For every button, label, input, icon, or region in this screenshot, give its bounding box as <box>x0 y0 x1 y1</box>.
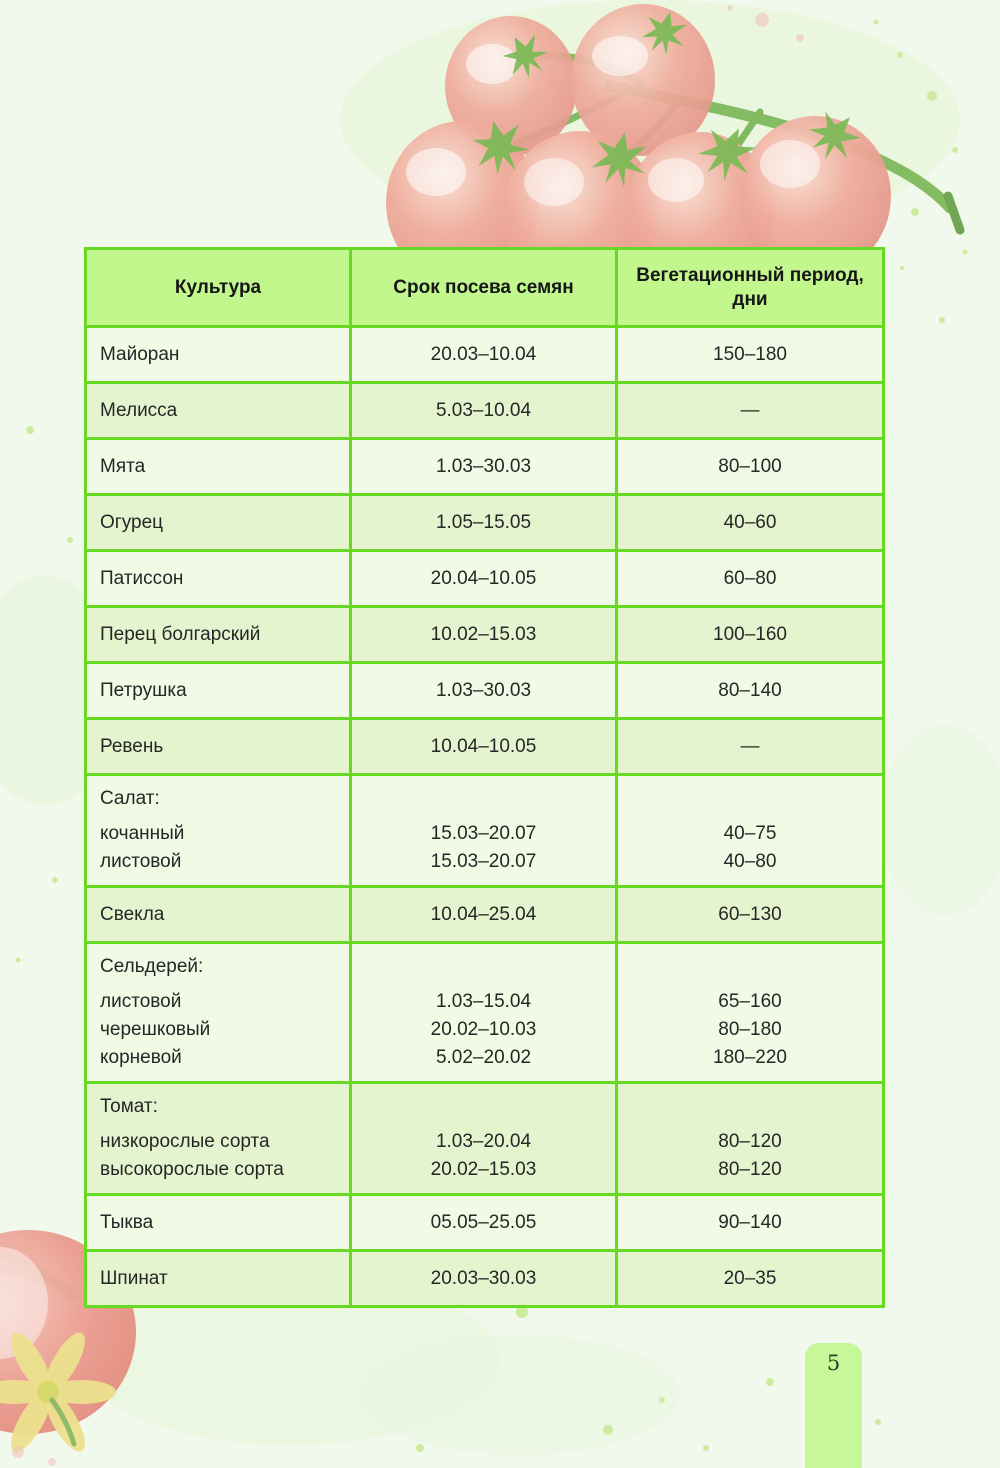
sowing-table: Культура Срок посева семян Вегетационный… <box>84 247 885 1308</box>
tomato-vine <box>494 52 965 235</box>
cell-period: 150–180 <box>615 328 882 381</box>
cell-sowing: 10.02–15.03 <box>349 608 615 661</box>
table-row: Ревень 10.04–10.05 — <box>87 720 882 776</box>
cell-sowing: 1.03–20.04 20.02–15.03 <box>349 1084 615 1193</box>
cell-sowing: 10.04–25.04 <box>349 888 615 941</box>
table-row: Петрушка 1.03–30.03 80–140 <box>87 664 882 720</box>
cell-culture: Свекла <box>100 903 165 925</box>
cell-culture: Майоран <box>100 343 180 365</box>
cell-period: 80–100 <box>615 440 882 493</box>
cell-culture: Тыква <box>100 1211 154 1233</box>
cell-culture: Мелисса <box>100 399 178 421</box>
cell-sowing: 5.03–10.04 <box>349 384 615 437</box>
cell-culture: Томат: низкорослые сорта высокорослые со… <box>100 1096 284 1180</box>
cell-period: — <box>615 384 882 437</box>
table-row: Свекла 10.04–25.04 60–130 <box>87 888 882 944</box>
cell-culture: Ревень <box>100 735 164 757</box>
cell-period: 80–140 <box>615 664 882 717</box>
cell-period: 100–160 <box>615 608 882 661</box>
cell-culture: Перец болгарский <box>100 623 261 645</box>
table-row: Мята 1.03–30.03 80–100 <box>87 440 882 496</box>
cell-culture: Патиссон <box>100 567 184 589</box>
cell-period: 60–80 <box>615 552 882 605</box>
cell-period: 65–160 80–180 180–220 <box>615 944 882 1081</box>
cell-period: 40–75 40–80 <box>615 776 882 885</box>
cell-sowing: 1.05–15.05 <box>349 496 615 549</box>
cell-period: 80–120 80–120 <box>615 1084 882 1193</box>
table-row: Шпинат 20.03–30.03 20–35 <box>87 1252 882 1305</box>
cell-culture: Мята <box>100 455 146 477</box>
table-header-row: Культура Срок посева семян Вегетационный… <box>87 250 882 328</box>
table-row: Патиссон 20.04–10.05 60–80 <box>87 552 882 608</box>
cell-period: 20–35 <box>615 1252 882 1305</box>
page-number-tab: 5 <box>805 1343 862 1468</box>
cell-sowing: 10.04–10.05 <box>349 720 615 773</box>
page-number: 5 <box>826 1351 841 1375</box>
cell-sowing: 20.03–10.04 <box>349 328 615 381</box>
column-header-culture: Культура <box>174 276 262 298</box>
table-row: Перец болгарский 10.02–15.03 100–160 <box>87 608 882 664</box>
table-row: Майоран 20.03–10.04 150–180 <box>87 328 882 384</box>
cell-culture: Огурец <box>100 511 164 533</box>
cell-culture: Салат: кочанный листовой <box>100 788 185 872</box>
table-row: Огурец 1.05–15.05 40–60 <box>87 496 882 552</box>
cell-culture: Сельдерей: листовой черешковый корневой <box>100 956 211 1068</box>
cell-sowing: 05.05–25.05 <box>349 1196 615 1249</box>
cell-sowing: 1.03–30.03 <box>349 664 615 717</box>
table-row-group: Салат: кочанный листовой 15.03–20.07 15.… <box>87 776 882 888</box>
cell-period: 60–130 <box>615 888 882 941</box>
cell-sowing: 1.03–15.04 20.02–10.03 5.02–20.02 <box>349 944 615 1081</box>
cell-period: 40–60 <box>615 496 882 549</box>
cell-culture: Шпинат <box>100 1267 168 1289</box>
cell-sowing: 15.03–20.07 15.03–20.07 <box>349 776 615 885</box>
column-header-period: Вегетационный период, дни <box>615 250 882 325</box>
cell-period: 90–140 <box>615 1196 882 1249</box>
cell-sowing: 20.04–10.05 <box>349 552 615 605</box>
cell-culture: Петрушка <box>100 679 187 701</box>
table-row: Мелисса 5.03–10.04 — <box>87 384 882 440</box>
cell-period: — <box>615 720 882 773</box>
cell-sowing: 20.03–30.03 <box>349 1252 615 1305</box>
table-row-group: Томат: низкорослые сорта высокорослые со… <box>87 1084 882 1196</box>
table-row-group: Сельдерей: листовой черешковый корневой … <box>87 944 882 1084</box>
column-header-sowing: Срок посева семян <box>349 250 615 325</box>
table-row: Тыква 05.05–25.05 90–140 <box>87 1196 882 1252</box>
cell-sowing: 1.03–30.03 <box>349 440 615 493</box>
